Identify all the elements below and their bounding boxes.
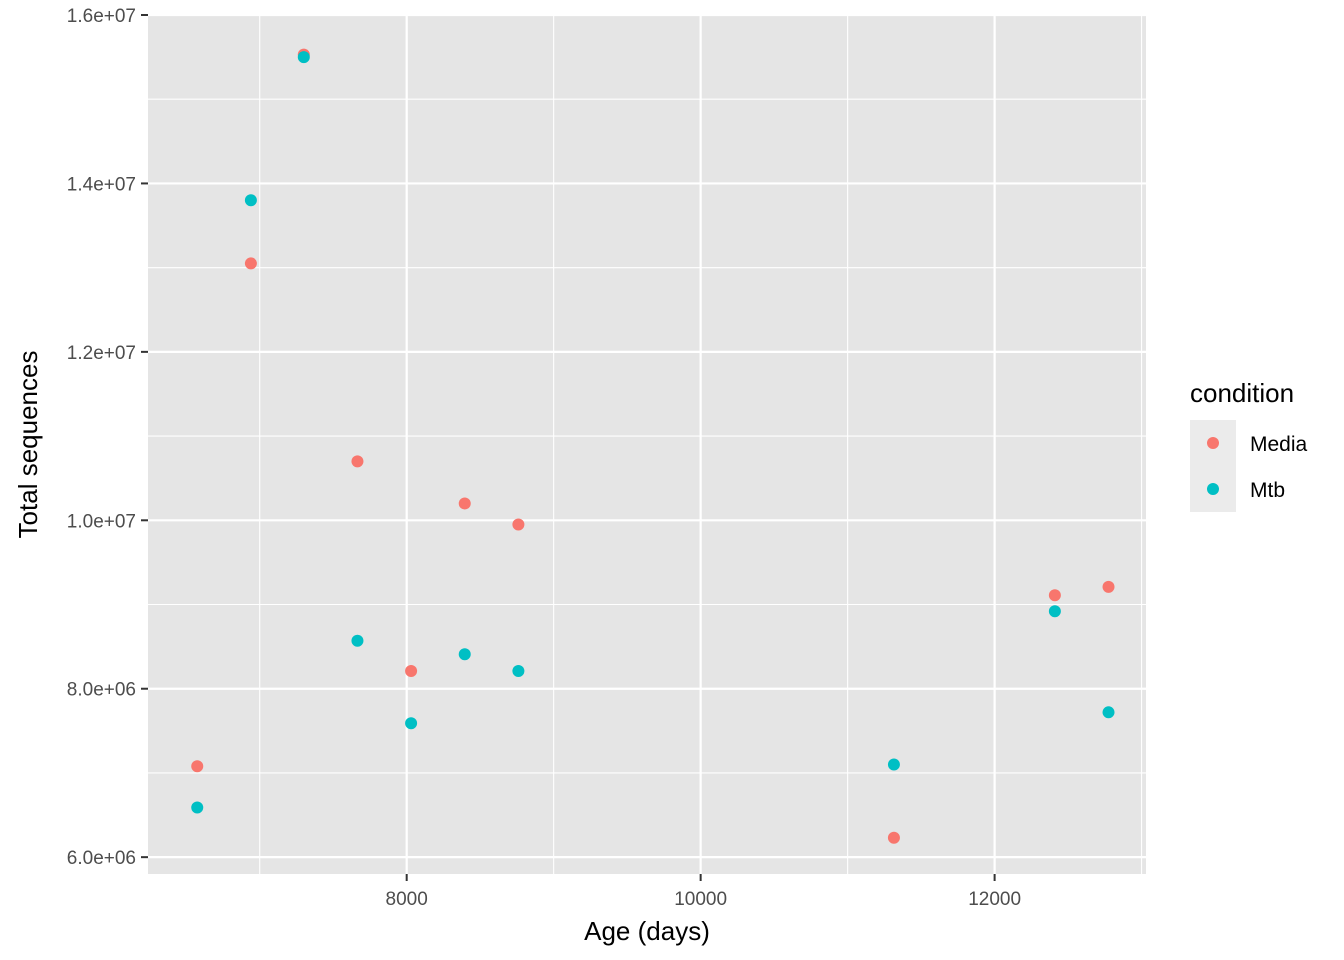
x-tick-label: 12000 — [968, 889, 1021, 910]
y-tick-label: 6.0e+06 — [67, 848, 136, 869]
point-media — [458, 497, 471, 510]
point-media — [887, 831, 900, 844]
y-tick-label: 1.2e+07 — [67, 343, 136, 364]
x-tick-label: 8000 — [386, 889, 428, 910]
point-mtb — [191, 801, 204, 814]
y-tick-label: 1.0e+07 — [67, 511, 136, 532]
point-media — [191, 760, 204, 773]
plot-panel — [148, 15, 1146, 874]
point-mtb — [512, 665, 525, 678]
point-mtb — [1102, 706, 1115, 719]
point-mtb — [351, 634, 364, 647]
point-media — [351, 455, 364, 468]
point-mtb — [297, 51, 310, 64]
point-mtb — [405, 717, 418, 730]
legend-label-mtb: Mtb — [1250, 479, 1285, 502]
y-tick-label: 8.0e+06 — [67, 680, 136, 701]
legend-title: condition — [1190, 378, 1294, 408]
point-mtb — [244, 194, 257, 207]
point-mtb — [1048, 605, 1061, 618]
legend-key-mtb — [1207, 483, 1219, 495]
legend-label-media: Media — [1250, 433, 1308, 456]
point-media — [244, 257, 257, 270]
minor-gridlines — [148, 15, 1146, 874]
x-axis-title: Age (days) — [584, 916, 710, 946]
point-media — [512, 518, 525, 531]
y-axis: 6.0e+06 8.0e+06 1.0e+07 1.2e+07 1.4e+07 1.6e+… — [67, 6, 148, 869]
point-mtb — [458, 648, 471, 661]
point-media — [1048, 589, 1061, 602]
legend: condition Media Mtb — [1190, 378, 1308, 512]
x-axis: 8000 10000 12000 — [386, 874, 1021, 910]
point-media — [1102, 580, 1115, 593]
y-axis-title: Total sequences — [13, 351, 43, 539]
x-tick-label: 10000 — [674, 889, 727, 910]
data-points — [191, 48, 1115, 844]
point-media — [405, 665, 418, 678]
y-tick-label: 1.4e+07 — [67, 174, 136, 195]
legend-key-media — [1207, 437, 1219, 449]
major-gridlines — [148, 13, 1146, 874]
y-tick-label: 1.6e+07 — [67, 6, 136, 27]
point-mtb — [887, 758, 900, 771]
